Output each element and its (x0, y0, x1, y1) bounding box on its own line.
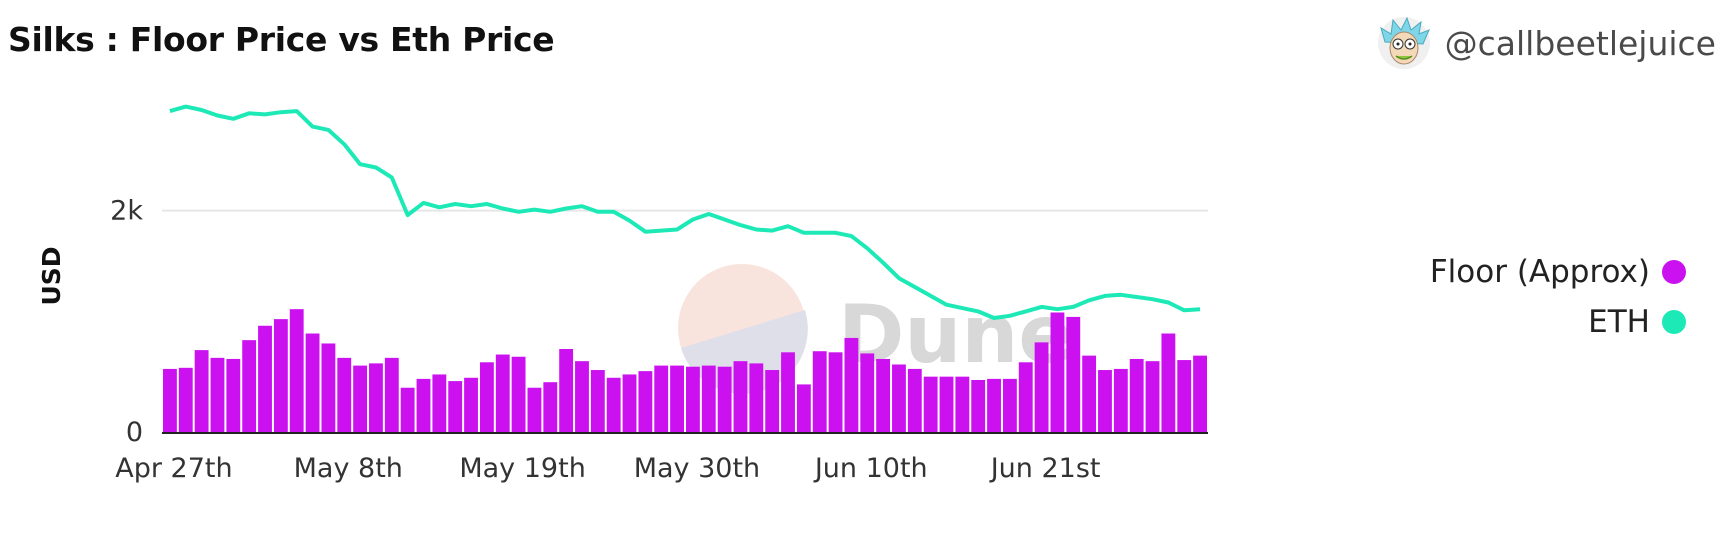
floor-bar[interactable] (575, 361, 589, 432)
floor-bar[interactable] (1177, 360, 1192, 432)
floor-bar[interactable] (876, 358, 891, 432)
author-handle[interactable]: @callbeetlejuice (1444, 23, 1716, 63)
floor-bar[interactable] (907, 368, 922, 432)
floor-bar[interactable] (527, 387, 542, 432)
floor-bar[interactable] (479, 362, 494, 432)
floor-bar[interactable] (305, 333, 320, 432)
floor-bar[interactable] (765, 370, 780, 432)
floor-bar[interactable] (844, 337, 859, 432)
floor-bar[interactable] (1145, 361, 1160, 432)
floor-bar[interactable] (178, 367, 193, 432)
floor-bar[interactable] (590, 370, 605, 432)
legend-item-eth[interactable]: ETH (1588, 304, 1686, 340)
x-tick-label: Apr 27th (115, 453, 232, 484)
floor-bar[interactable] (559, 349, 574, 432)
floor-bar[interactable] (1193, 355, 1207, 432)
floor-bar[interactable] (781, 352, 795, 432)
floor-bar[interactable] (717, 366, 732, 432)
floor-bar[interactable] (955, 376, 970, 432)
floor-bar[interactable] (812, 351, 827, 432)
floor-bar[interactable] (258, 325, 272, 432)
floor-bar[interactable] (1018, 362, 1033, 432)
x-tick-label: Jun 10th (813, 453, 928, 484)
x-axis: Apr 27th May 8th May 19th May 30th Jun 10th J… (115, 453, 1100, 484)
legend-label-floor: Floor (Approx) (1429, 254, 1650, 290)
floor-bar[interactable] (638, 371, 653, 432)
x-tick-label: May 30th (634, 453, 760, 484)
floor-bar[interactable] (353, 365, 368, 432)
y-tick-label: 0 (126, 417, 143, 448)
floor-bar[interactable] (828, 352, 843, 432)
floor-bar[interactable] (321, 343, 336, 432)
floor-bar[interactable] (749, 363, 764, 432)
floor-bar[interactable] (606, 377, 621, 432)
floor-bar[interactable] (733, 361, 748, 432)
floor-bar[interactable] (495, 354, 510, 432)
floor-bar[interactable] (242, 340, 257, 432)
floor-bar[interactable] (384, 357, 399, 432)
y-axis-label: USD (37, 246, 66, 305)
floor-bar[interactable] (939, 376, 954, 432)
floor-bar[interactable] (511, 356, 526, 432)
floor-bar[interactable] (369, 363, 383, 432)
y-axis: 0 2k (110, 196, 143, 448)
legend-item-floor[interactable]: Floor (Approx) (1430, 254, 1686, 290)
floor-bar[interactable] (654, 365, 669, 432)
floor-bar[interactable] (273, 319, 288, 432)
floor-bar[interactable] (432, 374, 447, 432)
floor-bar[interactable] (987, 378, 1001, 432)
floor-bar[interactable] (1113, 368, 1128, 432)
floor-bar[interactable] (670, 365, 684, 432)
x-tick-label: May 8th (294, 453, 403, 484)
rick-avatar-icon (1377, 16, 1430, 69)
floor-bar[interactable] (210, 357, 225, 432)
floor-bar[interactable] (337, 357, 352, 432)
floor-bar[interactable] (289, 309, 304, 432)
chart-title: Silks : Floor Price vs Eth Price (8, 20, 555, 59)
floor-bar[interactable] (622, 374, 637, 432)
floor-bar[interactable] (543, 382, 558, 432)
floor-bar[interactable] (1129, 358, 1144, 432)
floor-bar[interactable] (226, 358, 241, 432)
floor-bar[interactable] (1082, 355, 1097, 432)
floor-bar[interactable] (1002, 378, 1017, 432)
floor-bar[interactable] (923, 376, 938, 432)
floor-bar[interactable] (163, 368, 177, 432)
floor-bar[interactable] (892, 364, 906, 432)
floor-bar[interactable] (971, 379, 986, 432)
floor-bar[interactable] (1034, 342, 1049, 432)
floor-bar[interactable] (448, 381, 463, 432)
floor-bar[interactable] (686, 366, 700, 432)
floor-bar[interactable] (1161, 333, 1176, 432)
floor-bar[interactable] (194, 350, 209, 432)
floor-bar[interactable] (1066, 316, 1081, 432)
x-tick-label: May 19th (459, 453, 585, 484)
author-badge[interactable]: @callbeetlejuice (1377, 16, 1716, 70)
floor-bar[interactable] (860, 353, 875, 432)
floor-bar[interactable] (464, 377, 478, 432)
floor-bar[interactable] (701, 365, 716, 432)
legend-label-eth: ETH (1588, 304, 1650, 340)
floor-bar[interactable] (1098, 370, 1112, 432)
floor-bar[interactable] (416, 378, 431, 432)
legend-dot-floor (1662, 260, 1686, 284)
floor-bars (163, 309, 1207, 432)
x-tick-label: Jun 21st (989, 453, 1101, 484)
legend-dot-eth (1662, 310, 1686, 334)
y-tick-label: 2k (110, 196, 143, 227)
floor-bar[interactable] (796, 384, 811, 432)
eth-line-series (169, 104, 1201, 320)
dune-logo-icon (678, 264, 806, 392)
legend: Floor (Approx) ETH (1430, 254, 1686, 340)
floor-bar[interactable] (1050, 312, 1065, 432)
floor-bar[interactable] (400, 387, 415, 432)
